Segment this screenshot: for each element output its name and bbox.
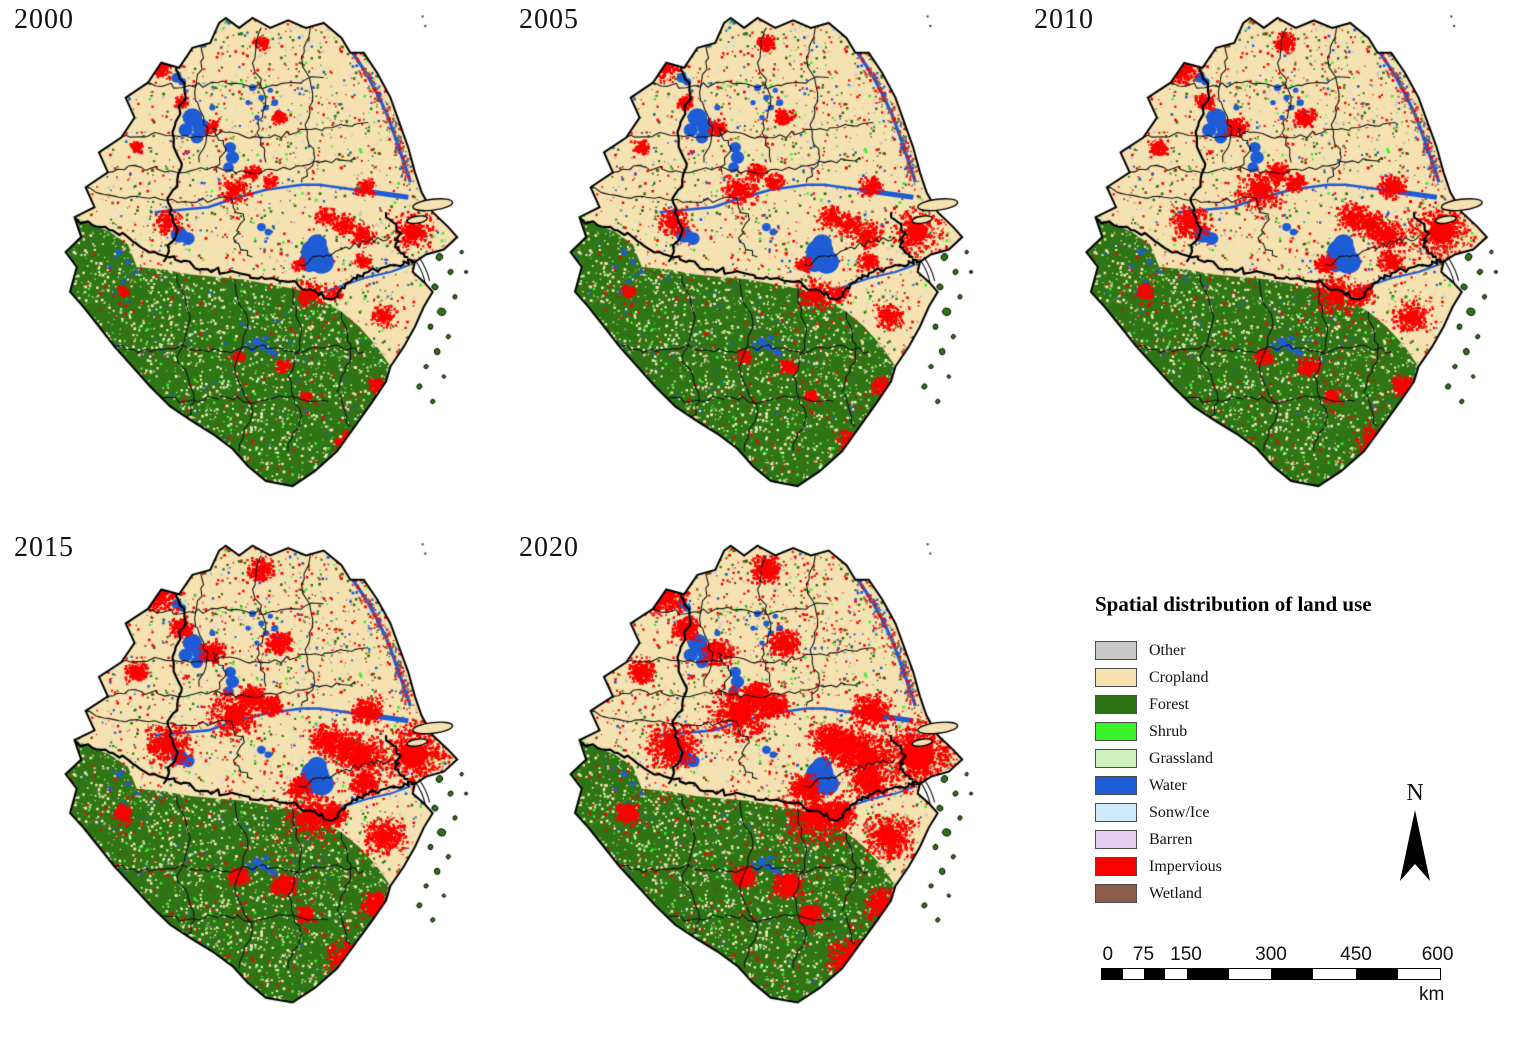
legend-item-wetland: Wetland <box>1095 880 1535 907</box>
legend-item-snow-ice: Sonw/Ice <box>1095 799 1535 826</box>
landuse-map-canvas-2005 <box>505 0 1010 528</box>
legend: Spatial distribution of land use Other C… <box>1095 592 1535 1044</box>
year-label-2005: 2005 <box>519 4 579 35</box>
year-label-2015: 2015 <box>14 532 74 563</box>
scale-tick-600: 600 <box>1421 944 1454 965</box>
legend-swatch-cropland <box>1095 668 1137 687</box>
legend-item-grassland: Grassland <box>1095 745 1535 772</box>
north-label: N <box>1406 780 1424 806</box>
legend-swatch-shrub <box>1095 722 1137 741</box>
scale-bar-numbers: 0 75 150 300 450 600 <box>1101 944 1454 968</box>
landuse-map-canvas-2000 <box>0 0 505 528</box>
year-label-2000: 2000 <box>14 4 74 35</box>
legend-label-shrub: Shrub <box>1149 722 1188 740</box>
scale-tick-150: 150 <box>1170 944 1202 965</box>
legend-item-other: Other <box>1095 637 1535 664</box>
scale-bar-blocks <box>1101 968 1441 980</box>
scale-tick-450: 450 <box>1340 944 1372 965</box>
legend-swatch-other <box>1095 641 1137 660</box>
legend-item-shrub: Shrub <box>1095 718 1535 745</box>
scale-unit: km <box>1419 984 1445 1005</box>
north-arrow-icon <box>1400 810 1430 881</box>
legend-item-cropland: Cropland <box>1095 664 1535 691</box>
legend-title: Spatial distribution of land use <box>1095 592 1372 616</box>
scale-tick-300: 300 <box>1255 944 1287 965</box>
scale-bar: 0 75 150 300 450 600 km <box>1101 944 1454 1005</box>
landuse-map-canvas-2010 <box>1020 0 1535 528</box>
legend-swatch-wetland <box>1095 884 1137 903</box>
legend-label-other: Other <box>1149 641 1186 659</box>
landuse-map-canvas-2015 <box>0 528 505 1044</box>
legend-label-snow-ice: Sonw/Ice <box>1149 803 1210 821</box>
map-panel-2005: 2005 <box>505 0 1010 528</box>
legend-label-barren: Barren <box>1149 830 1193 848</box>
legend-items: Other Cropland Forest Shrub Grassland Wa… <box>1095 637 1535 907</box>
map-panel-2015: 2015 <box>0 528 505 1044</box>
year-label-2010: 2010 <box>1034 4 1094 35</box>
legend-item-water: Water <box>1095 772 1535 799</box>
legend-label-cropland: Cropland <box>1149 668 1209 686</box>
landuse-map-canvas-2020 <box>505 528 1010 1044</box>
legend-label-forest: Forest <box>1149 695 1189 713</box>
map-panel-2010: 2010 <box>1020 0 1535 528</box>
legend-swatch-snow-ice <box>1095 803 1137 822</box>
scale-tick-0: 0 <box>1102 944 1114 965</box>
legend-swatch-water <box>1095 776 1137 795</box>
legend-label-grassland: Grassland <box>1149 749 1213 767</box>
legend-item-forest: Forest <box>1095 691 1535 718</box>
map-panel-2020: 2020 <box>505 528 1010 1044</box>
legend-swatch-forest <box>1095 695 1137 714</box>
legend-swatch-impervious <box>1095 857 1137 876</box>
year-label-2020: 2020 <box>519 532 579 563</box>
legend-item-impervious: Impervious <box>1095 853 1535 880</box>
legend-label-water: Water <box>1149 776 1187 794</box>
legend-label-impervious: Impervious <box>1149 857 1222 875</box>
legend-label-wetland: Wetland <box>1149 884 1202 902</box>
north-arrow: N <box>1387 780 1443 888</box>
legend-swatch-barren <box>1095 830 1137 849</box>
legend-swatch-grassland <box>1095 749 1137 768</box>
legend-item-barren: Barren <box>1095 826 1535 853</box>
scale-tick-75: 75 <box>1132 944 1155 965</box>
map-panel-2000: 2000 <box>0 0 505 528</box>
